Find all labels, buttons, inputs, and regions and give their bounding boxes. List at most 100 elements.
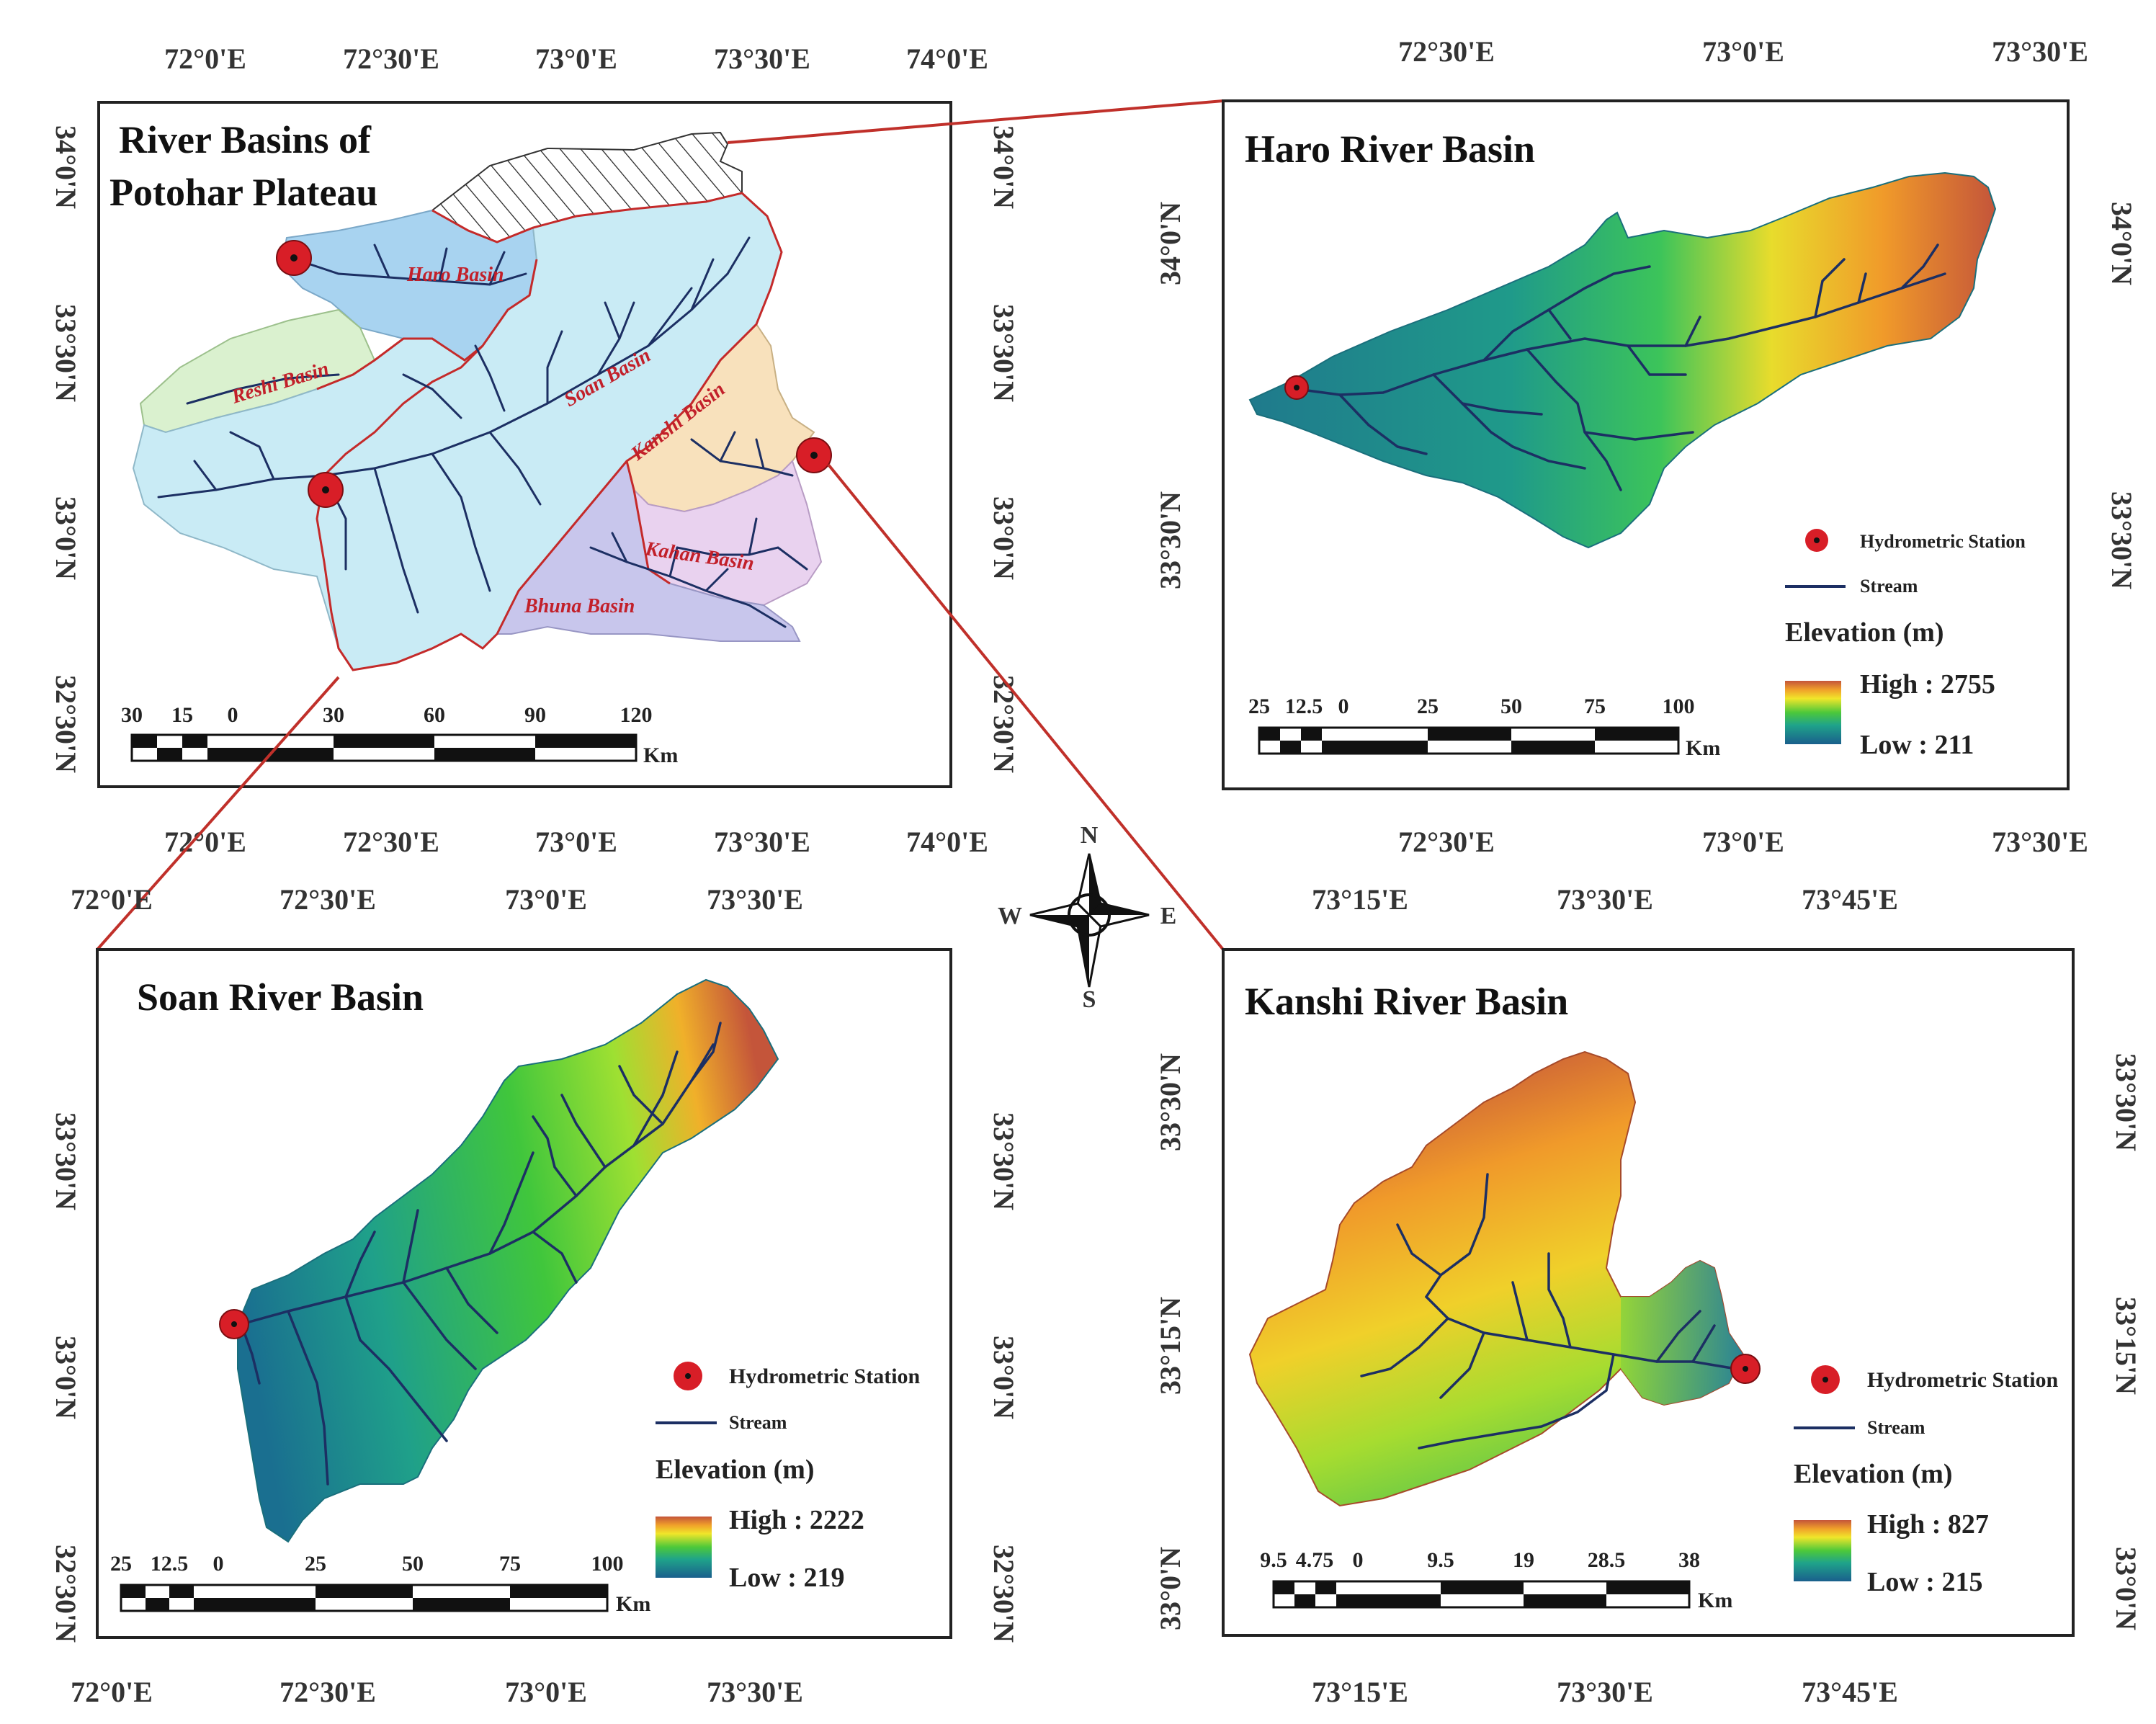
bhuna-basin-label: Bhuna Basin	[524, 595, 635, 617]
soan-legend-ramp	[656, 1517, 712, 1578]
overview-top-tick-1: 72°30'E	[343, 43, 439, 75]
kanshi-scale-unit: Km	[1698, 1589, 1732, 1612]
overview-title-line1: River Basins of	[119, 118, 372, 161]
overview-top-tick-0: 72°0'E	[164, 43, 246, 75]
haro-bottom-tick-0: 72°30'E	[1398, 826, 1495, 858]
overview-left-tick-0: 34°0'N	[50, 125, 82, 209]
overview-bottom-tick-4: 74°0'E	[906, 826, 988, 858]
haro-scale-label-4: 50	[1500, 694, 1522, 718]
haro-bottom-tick-1: 73°0'E	[1702, 826, 1784, 858]
kanshi-title: Kanshi River Basin	[1245, 980, 1568, 1023]
haro-right-tick-1: 33°30'N	[2106, 491, 2138, 589]
soan-legend-high: High : 2222	[729, 1505, 864, 1535]
haro-scale-unit: Km	[1686, 736, 1720, 760]
soan-top-tick-1: 72°30'E	[279, 883, 376, 916]
haro-scale-label-6: 100	[1663, 694, 1695, 718]
overview-lon-ticks-bottom: 72°0'E 72°30'E 73°0'E 73°30'E 74°0'E	[164, 826, 988, 858]
haro-bottom-tick-2: 73°30'E	[1992, 826, 2088, 858]
soan-title: Soan River Basin	[137, 975, 424, 1019]
inset-connector-lines	[96, 99, 1225, 951]
soan-panel: 72°0'E 72°30'E 73°0'E 73°30'E 72°0'E 72°…	[50, 883, 1020, 1708]
kanshi-scale-label-1: 4.75	[1296, 1548, 1334, 1572]
haro-soan-boundary	[316, 259, 538, 390]
overview-right-tick-1: 33°30'N	[988, 304, 1020, 402]
overview-scale-label-0: 30	[121, 703, 143, 727]
haro-top-tick-0: 72°30'E	[1398, 35, 1495, 68]
overview-scale-label-3: 30	[323, 703, 344, 727]
overview-scale-label-5: 90	[524, 703, 546, 727]
haro-title: Haro River Basin	[1245, 128, 1535, 171]
haro-legend: Hydrometric Station Stream Elevation (m)…	[1785, 529, 2026, 760]
haro-scale-label-3: 25	[1417, 694, 1439, 718]
haro-legend-high: High : 2755	[1860, 669, 1995, 700]
haro-legend-low: Low : 211	[1860, 730, 1974, 760]
soan-bottom-tick-1: 72°30'E	[279, 1676, 376, 1708]
kanshi-right-tick-2: 33°0'N	[2110, 1547, 2142, 1630]
kanshi-legend-ramp	[1794, 1520, 1851, 1581]
kanshi-scale-label-3: 9.5	[1427, 1548, 1454, 1572]
soan-scale-unit: Km	[616, 1592, 650, 1616]
overview-scale-label-1: 15	[171, 703, 193, 727]
soan-scale-label-6: 100	[591, 1552, 624, 1576]
overview-title-line2: Potohar Plateau	[109, 171, 377, 214]
overview-top-tick-4: 74°0'E	[906, 43, 988, 75]
north-arrow-compass: N S E W	[998, 822, 1176, 1013]
overview-panel: 72°0'E 72°30'E 73°0'E 73°30'E 74°0'E 72°…	[50, 43, 1020, 858]
soan-top-tick-3: 73°30'E	[707, 883, 803, 916]
overview-scale-label-2: 0	[228, 703, 238, 727]
overview-scale-label-4: 60	[424, 703, 445, 727]
haro-left-tick-0: 34°0'N	[1154, 202, 1186, 285]
kanshi-legend-station: Hydrometric Station	[1867, 1368, 2059, 1392]
overview-station-haro	[276, 240, 312, 276]
soan-legend-station: Hydrometric Station	[729, 1365, 921, 1388]
soan-scale-bar: 25 12.5 0 25 50 75 100 Km	[110, 1552, 650, 1616]
overview-lon-ticks-top: 72°0'E 72°30'E 73°0'E 73°30'E 74°0'E	[164, 43, 988, 75]
soan-scale-label-5: 75	[499, 1552, 521, 1576]
kanshi-bottom-tick-1: 73°30'E	[1557, 1676, 1653, 1708]
overview-lat-ticks-left: 34°0'N 33°30'N 33°0'N 32°30'N	[50, 125, 82, 773]
overview-bottom-tick-1: 72°30'E	[343, 826, 439, 858]
soan-left-tick-1: 33°0'N	[50, 1336, 82, 1419]
haro-legend-elevation-title: Elevation (m)	[1785, 617, 1944, 648]
kanshi-scale-label-4: 19	[1513, 1548, 1534, 1572]
kanshi-left-tick-0: 33°30'N	[1154, 1053, 1186, 1151]
overview-top-tick-2: 73°0'E	[535, 43, 617, 75]
kanshi-legend-low: Low : 215	[1867, 1567, 1982, 1597]
overview-bottom-tick-3: 73°30'E	[714, 826, 810, 858]
overview-left-tick-3: 32°30'N	[50, 675, 82, 773]
overview-bottom-tick-2: 73°0'E	[535, 826, 617, 858]
overview-right-tick-0: 34°0'N	[988, 125, 1020, 209]
soan-right-tick-1: 33°0'N	[988, 1336, 1020, 1419]
haro-left-tick-1: 33°30'N	[1154, 491, 1186, 589]
soan-scale-label-3: 25	[305, 1552, 326, 1576]
soan-main-boundary	[316, 192, 783, 671]
kanshi-scale-label-0: 9.5	[1260, 1548, 1287, 1572]
soan-bottom-tick-2: 73°0'E	[505, 1676, 587, 1708]
kanshi-legend: Hydrometric Station Stream Elevation (m)…	[1794, 1365, 2059, 1597]
soan-legend: Hydrometric Station Stream Elevation (m)…	[656, 1362, 921, 1593]
kanshi-right-tick-0: 33°30'N	[2110, 1053, 2142, 1151]
haro-scale-label-0: 25	[1248, 694, 1270, 718]
kanshi-east-lowland	[1621, 1261, 1743, 1405]
soan-scale-label-2: 0	[213, 1552, 224, 1576]
compass-w: W	[998, 903, 1022, 929]
compass-s: S	[1083, 986, 1096, 1013]
compass-n: N	[1081, 822, 1099, 849]
overview-left-tick-1: 33°30'N	[50, 304, 82, 402]
overview-top-tick-3: 73°30'E	[714, 43, 810, 75]
connector-to-kanshi	[827, 463, 1225, 951]
soan-scale-label-4: 50	[402, 1552, 424, 1576]
soan-scale-label-1: 12.5	[151, 1552, 189, 1576]
soan-scale-label-0: 25	[110, 1552, 132, 1576]
overview-scale-unit: Km	[643, 743, 678, 767]
kanshi-top-tick-2: 73°45'E	[1802, 883, 1898, 916]
haro-top-tick-1: 73°0'E	[1702, 35, 1784, 68]
soan-top-tick-2: 73°0'E	[505, 883, 587, 916]
soan-elevation-surface	[237, 978, 779, 1543]
overview-right-tick-3: 32°30'N	[988, 675, 1020, 773]
soan-streams	[240, 1022, 722, 1486]
soan-legend-stream: Stream	[729, 1412, 787, 1433]
connector-to-haro	[727, 99, 1224, 144]
kanshi-scale-label-2: 0	[1353, 1548, 1364, 1572]
